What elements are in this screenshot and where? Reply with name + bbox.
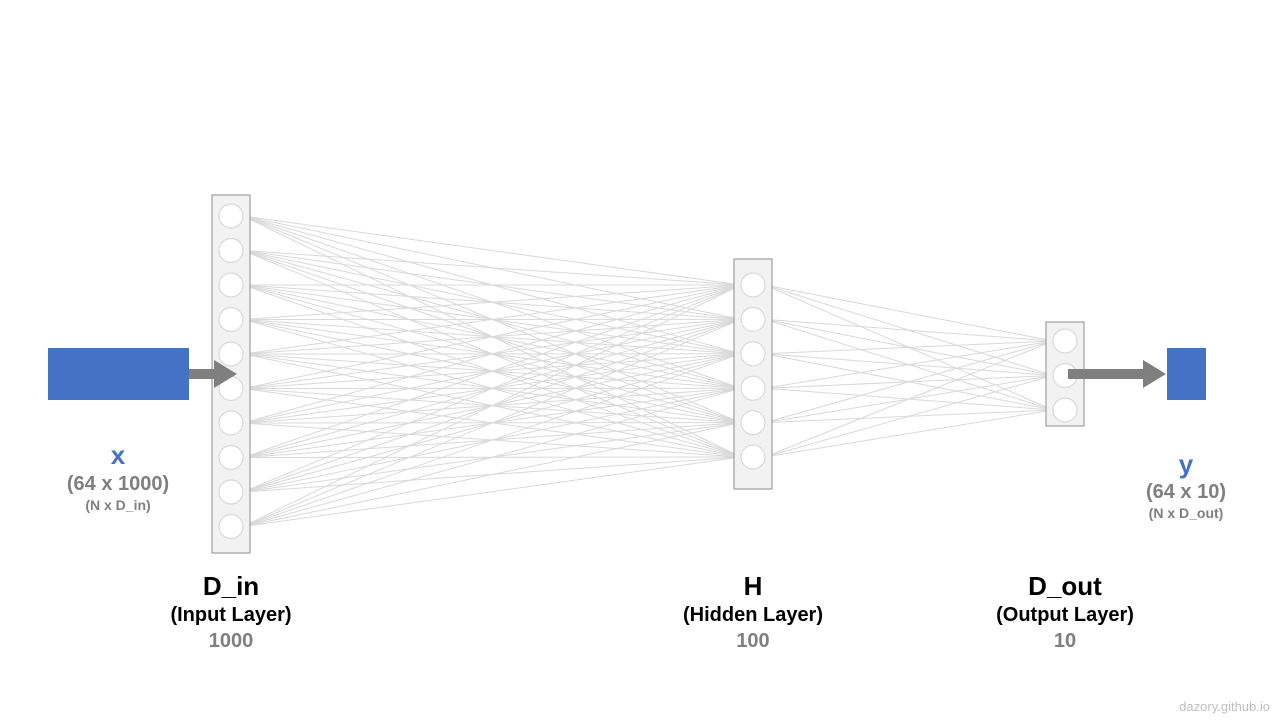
input-var-shape: (64 x 1000): [66, 473, 170, 495]
input-layer-node: [218, 410, 244, 436]
hidden-layer-node: [740, 272, 766, 298]
output-var-name: y: [1178, 449, 1194, 479]
connection-line: [764, 340, 1054, 424]
connection-line: [242, 284, 742, 458]
hidden-layer-node: [740, 410, 766, 436]
input-layer-node: [218, 306, 244, 333]
connection-line: [764, 340, 1054, 355]
output-tensor-block: [1167, 348, 1206, 400]
connection-line: [242, 215, 742, 286]
connection-line: [242, 318, 742, 527]
connection-line: [242, 387, 742, 527]
connection-line: [242, 456, 742, 527]
output-var-dims: (N x D_out): [1148, 505, 1224, 521]
connection-line: [764, 375, 1054, 458]
output-layer-size: 10: [1053, 630, 1077, 652]
connection-line: [242, 284, 742, 527]
connection-line: [764, 340, 1054, 458]
input-layer-node: [218, 237, 244, 264]
connection-line: [764, 318, 1054, 342]
hidden-layer-node: [740, 444, 766, 470]
connection-line: [242, 284, 742, 389]
connection-line: [242, 284, 742, 320]
input-layer-node: [218, 203, 244, 229]
connection-line: [242, 284, 742, 424]
input-layer-node: [218, 479, 244, 505]
nodes: [218, 203, 1078, 540]
hidden-layer-name: H: [743, 571, 763, 601]
input-layer-node: [218, 272, 244, 298]
output-layer-node: [1052, 397, 1078, 423]
output-var-shape: (64 x 10): [1145, 481, 1227, 503]
connection-line: [242, 250, 742, 286]
connection-line: [764, 409, 1054, 458]
input-layer-size: 1000: [208, 630, 254, 652]
input-var-dims: (N x D_in): [85, 497, 151, 513]
output-layer-desc: (Output Layer): [996, 604, 1134, 626]
input-var-name: x: [110, 440, 126, 470]
hidden-layer-node: [740, 341, 766, 367]
input-layer-name: D_in: [202, 571, 260, 601]
connection-line: [242, 422, 742, 527]
connection-line: [764, 340, 1054, 389]
input-layer-node: [218, 513, 244, 540]
connection-line: [242, 284, 742, 493]
input-tensor-block: [48, 348, 189, 400]
input-layer-node: [218, 444, 244, 471]
connection-line: [242, 353, 742, 527]
output-layer-node: [1052, 328, 1078, 354]
hidden-layer-node: [740, 375, 766, 401]
input-layer-desc: (Input Layer): [170, 604, 292, 626]
hidden-layer-size: 100: [736, 630, 770, 652]
connections: [242, 215, 1054, 527]
input-arrow: [189, 360, 237, 388]
output-layer-name: D_out: [1028, 571, 1102, 601]
hidden-layer-desc: (Hidden Layer): [682, 604, 824, 626]
connection-line: [242, 284, 742, 355]
input-layer-node: [218, 341, 244, 367]
connection-line: [764, 284, 1054, 342]
watermark: dazory.github.io: [1179, 699, 1270, 714]
hidden-layer-node: [740, 306, 766, 332]
output-arrow: [1068, 360, 1166, 388]
